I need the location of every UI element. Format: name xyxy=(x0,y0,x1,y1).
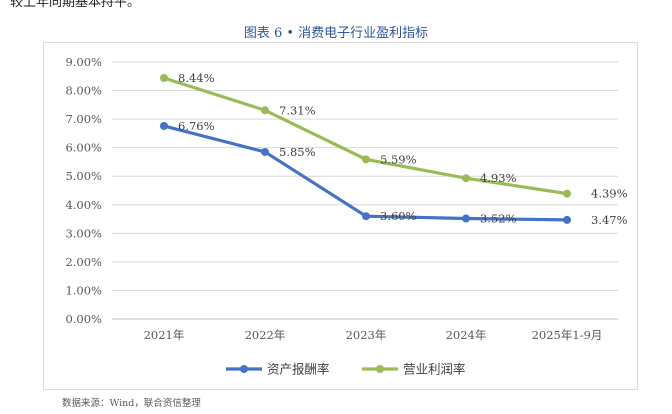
y-tick-label: 4.00% xyxy=(65,198,102,212)
data-point xyxy=(160,121,168,130)
x-tick-label: 2024年 xyxy=(446,328,487,342)
y-tick-label: 7.00% xyxy=(65,112,102,126)
x-tick-label: 2023年 xyxy=(346,328,387,342)
data-point xyxy=(462,174,470,183)
y-tick-label: 0.00% xyxy=(65,312,102,326)
x-tick-label: 2025年1-9月 xyxy=(532,328,603,342)
data-point xyxy=(261,147,269,156)
data-point xyxy=(160,73,168,82)
data-label: 8.44% xyxy=(178,71,215,85)
data-label: 7.31% xyxy=(279,103,316,117)
data-point xyxy=(261,106,269,115)
figure-title: 图表 6 • 消费电子行业盈利指标 xyxy=(243,26,429,41)
y-tick-label: 5.00% xyxy=(65,169,102,183)
data-label: 3.47% xyxy=(591,213,628,227)
data-point xyxy=(563,189,571,198)
data-point xyxy=(563,215,571,224)
source-note: 数据来源：Wind，联合资信整理 xyxy=(62,398,201,409)
y-tick-label: 9.00% xyxy=(65,55,102,69)
data-label: 5.59% xyxy=(380,152,417,166)
data-label: 6.76% xyxy=(178,119,215,133)
y-tick-label: 8.00% xyxy=(65,84,102,98)
x-axis-tick-labels: 2021年 2022年 2023年 2024年 2025年1-9月 xyxy=(144,328,603,342)
legend-label: 营业利润率 xyxy=(403,362,466,377)
legend-marker xyxy=(240,365,248,373)
y-axis-tick-labels: 0.00% 1.00% 2.00% 3.00% 4.00% 5.00% 6.00% 7.00%… xyxy=(65,55,102,326)
data-labels: 6.76% 5.85% 3.60% 3.52% 3.47% 8.44% 7.31% 5.59%… xyxy=(178,71,628,227)
legend-label: 资产报酬率 xyxy=(267,362,330,377)
x-tick-label: 2022年 xyxy=(245,328,286,342)
y-tick-label: 3.00% xyxy=(65,226,102,240)
data-label: 5.85% xyxy=(279,145,316,159)
preceding-paragraph-text: 较上年同期基本持平。 xyxy=(10,0,141,10)
x-tick-label: 2021年 xyxy=(144,328,185,342)
legend-marker xyxy=(376,365,384,373)
gridlines xyxy=(112,61,618,320)
data-label: 4.39% xyxy=(591,187,628,201)
data-point xyxy=(362,155,370,164)
data-label: 3.60% xyxy=(380,209,417,223)
data-point xyxy=(462,214,470,223)
data-label: 3.52% xyxy=(480,211,517,225)
data-point xyxy=(362,212,370,221)
chart-frame xyxy=(43,42,638,390)
y-tick-label: 6.00% xyxy=(65,141,102,155)
series-layer xyxy=(160,73,571,224)
data-label: 4.93% xyxy=(480,171,517,185)
legend: 资产报酬率 营业利润率 xyxy=(226,362,466,377)
y-tick-label: 1.00% xyxy=(65,283,102,297)
y-tick-label: 2.00% xyxy=(65,255,102,269)
